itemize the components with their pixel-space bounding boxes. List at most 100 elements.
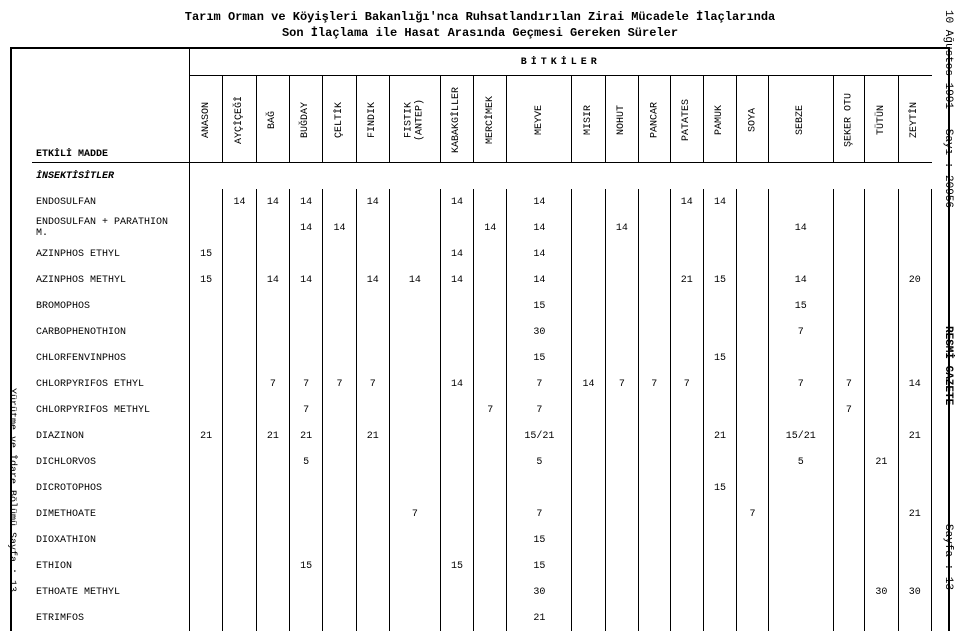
table-cell xyxy=(670,423,703,449)
table-cell xyxy=(389,423,440,449)
table-cell xyxy=(356,319,389,345)
table-cell xyxy=(865,371,898,397)
col-header-5: FINDIK xyxy=(356,76,389,163)
table-cell xyxy=(639,553,671,579)
table-cell xyxy=(865,215,898,241)
table-cell xyxy=(190,501,223,527)
table-cell: 15 xyxy=(507,527,572,553)
table-cell xyxy=(223,371,256,397)
table-cell xyxy=(256,319,289,345)
table-cell: 15 xyxy=(190,267,223,293)
table-cell xyxy=(256,579,289,605)
table-cell xyxy=(572,527,605,553)
title-line1: Tarım Orman ve Köyişleri Bakanlığı'nca R… xyxy=(10,10,950,26)
table-cell: 14 xyxy=(289,267,322,293)
table-cell xyxy=(223,267,256,293)
table-cell: 15 xyxy=(507,293,572,319)
table-cell: 7 xyxy=(256,371,289,397)
table-cell xyxy=(256,449,289,475)
table-cell xyxy=(670,449,703,475)
table-cell xyxy=(833,553,865,579)
table-cell xyxy=(356,345,389,371)
table-cell xyxy=(898,319,931,345)
table-cell xyxy=(356,579,389,605)
table-cell xyxy=(572,553,605,579)
table-cell xyxy=(833,267,865,293)
row-label: AZINPHOS ETHYL xyxy=(32,241,190,267)
table-cell xyxy=(768,605,833,631)
col-header-16: SEBZE xyxy=(768,76,833,163)
table-cell: 7 xyxy=(389,501,440,527)
table-cell xyxy=(474,553,507,579)
table-cell xyxy=(474,605,507,631)
col-header-17: ŞEKER OTU xyxy=(833,76,865,163)
table-cell xyxy=(323,579,356,605)
col-header-12: PANCAR xyxy=(639,76,671,163)
table-cell: 15 xyxy=(768,293,833,319)
table-cell xyxy=(223,579,256,605)
table-cell: 21 xyxy=(190,423,223,449)
table-cell xyxy=(703,215,736,241)
row-label: DIMETHOATE xyxy=(32,501,190,527)
table-cell xyxy=(223,293,256,319)
table-cell xyxy=(323,267,356,293)
table-cell: 14 xyxy=(440,267,473,293)
table-cell xyxy=(190,397,223,423)
table-cell: 7 xyxy=(507,397,572,423)
table-cell xyxy=(865,527,898,553)
table-cell: 7 xyxy=(768,319,833,345)
table-cell xyxy=(865,319,898,345)
table-cell xyxy=(223,319,256,345)
row-label: CARBOPHENOTHION xyxy=(32,319,190,345)
col-header-1: AYÇİÇEĞİ xyxy=(223,76,256,163)
table-cell xyxy=(639,293,671,319)
table-cell xyxy=(356,527,389,553)
table-cell xyxy=(865,423,898,449)
col-header-9: MEYVE xyxy=(507,76,572,163)
table-cell xyxy=(440,475,473,501)
table-cell xyxy=(639,319,671,345)
table-cell: 30 xyxy=(865,579,898,605)
table-cell xyxy=(190,215,223,241)
col-header-8: MERCİMEK xyxy=(474,76,507,163)
table-cell xyxy=(605,267,638,293)
table-cell: 7 xyxy=(737,501,769,527)
table-cell xyxy=(223,215,256,241)
table-cell: 5 xyxy=(507,449,572,475)
row-label: DICROTOPHOS xyxy=(32,475,190,501)
table-cell xyxy=(572,449,605,475)
table-cell xyxy=(440,319,473,345)
table-cell: 14 xyxy=(768,267,833,293)
table-cell: 7 xyxy=(605,371,638,397)
table-cell xyxy=(865,267,898,293)
table-cell xyxy=(865,501,898,527)
col-header-19: ZEYTİN xyxy=(898,76,931,163)
table-cell xyxy=(474,449,507,475)
row-label: CHLORFENVINPHOS xyxy=(32,345,190,371)
table-cell xyxy=(190,475,223,501)
table-cell: 14 xyxy=(507,215,572,241)
table-cell xyxy=(898,527,931,553)
table-cell: 14 xyxy=(440,189,473,215)
table-cell xyxy=(572,189,605,215)
row-label: ETHOATE METHYL xyxy=(32,579,190,605)
table-cell xyxy=(703,319,736,345)
table-cell xyxy=(703,449,736,475)
table-cell: 21 xyxy=(898,423,931,449)
table-cell xyxy=(440,579,473,605)
table-cell xyxy=(323,527,356,553)
table-cell xyxy=(605,501,638,527)
table-cell xyxy=(474,319,507,345)
table-cell: 21 xyxy=(898,501,931,527)
table-cell xyxy=(356,605,389,631)
table-cell xyxy=(670,293,703,319)
table-cell xyxy=(865,397,898,423)
table-cell xyxy=(833,423,865,449)
table-cell xyxy=(737,397,769,423)
table-cell xyxy=(865,553,898,579)
left-margin: Yürütme ve İdare Bölümü Sayfa : 13 xyxy=(6,388,17,592)
table-cell xyxy=(703,397,736,423)
table-cell xyxy=(833,319,865,345)
table-cell xyxy=(670,553,703,579)
row-label: DIOXATHION xyxy=(32,527,190,553)
